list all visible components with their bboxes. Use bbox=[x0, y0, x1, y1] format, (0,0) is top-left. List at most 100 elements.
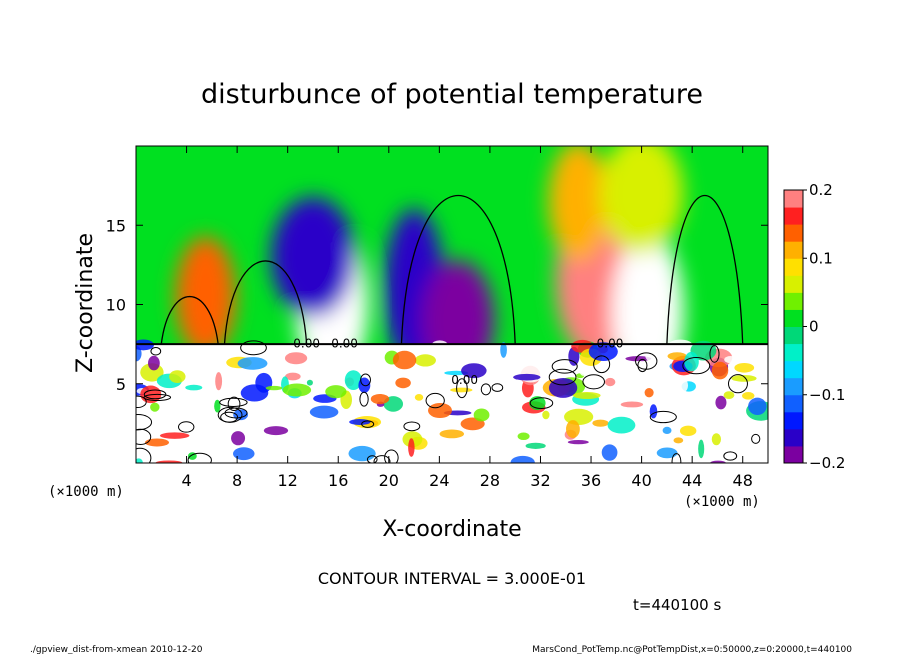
field-cell bbox=[566, 420, 580, 438]
field-cell bbox=[473, 408, 490, 422]
colorbar-tick-label: 0.2 bbox=[809, 181, 833, 199]
contour-interval: CONTOUR INTERVAL = 3.000E-01 bbox=[318, 569, 586, 588]
field-cell bbox=[673, 437, 684, 444]
colorbar-tick-label: −0.2 bbox=[809, 454, 845, 472]
field-cell bbox=[748, 397, 767, 416]
field-cell bbox=[588, 342, 618, 362]
colorbar-swatch bbox=[784, 411, 803, 430]
contour-line bbox=[480, 383, 492, 396]
y-tick-label: 15 bbox=[106, 216, 126, 235]
colorbar-tick-label: 0.1 bbox=[809, 249, 833, 267]
field-cell bbox=[667, 352, 687, 361]
contour-line bbox=[456, 378, 468, 399]
footer-right: MarsCond_PotTemp.nc@PotTempDist,x=0:5000… bbox=[532, 645, 852, 654]
field-cell bbox=[510, 455, 535, 463]
contour-line bbox=[373, 455, 391, 463]
field-cell bbox=[150, 402, 160, 412]
contour-line bbox=[491, 383, 504, 392]
field-anomaly bbox=[599, 146, 684, 254]
field-cell bbox=[214, 399, 221, 413]
contour-label: 0.00 bbox=[597, 336, 624, 350]
x-tick-label: 16 bbox=[328, 471, 348, 490]
colorbar-tick-label: 0 bbox=[809, 318, 819, 336]
field-anomaly bbox=[548, 146, 609, 262]
colorbar-swatch bbox=[784, 275, 803, 293]
chart-title: disturbunce of potential temperature bbox=[201, 79, 703, 110]
field-cell bbox=[284, 352, 308, 365]
field-cell bbox=[573, 392, 601, 399]
field-cell bbox=[674, 377, 689, 394]
x-tick-label: 48 bbox=[733, 471, 753, 490]
contour-line bbox=[637, 358, 648, 373]
x-tick-label: 36 bbox=[581, 471, 601, 490]
contour-line bbox=[227, 396, 241, 412]
field-cell bbox=[169, 370, 186, 383]
y-axis-label: Z-coordinate bbox=[73, 233, 98, 373]
colorbar-swatch bbox=[784, 241, 803, 259]
contour-line bbox=[366, 455, 378, 463]
field-cell bbox=[731, 375, 757, 382]
field-cell bbox=[710, 460, 726, 463]
field-cell bbox=[731, 345, 740, 354]
field-cell bbox=[548, 377, 578, 398]
contour-line bbox=[136, 447, 152, 463]
contour-line bbox=[219, 397, 248, 407]
colorbar-swatch bbox=[784, 343, 803, 362]
x-tick-label: 40 bbox=[631, 471, 651, 490]
colorbar-swatch bbox=[784, 360, 803, 379]
colorbar-swatch bbox=[784, 207, 803, 225]
contour-line bbox=[360, 373, 371, 387]
colorbar-swatch bbox=[784, 394, 803, 413]
field-cell bbox=[329, 423, 345, 434]
field-cell bbox=[524, 349, 553, 357]
plot-area: 0.00 0.00 0.000.00 4 8 12 16 20 24 28 32 36 40 44 48 … bbox=[106, 145, 769, 490]
x-tick-label: 8 bbox=[232, 471, 242, 490]
field-cell bbox=[285, 372, 301, 381]
field-cell bbox=[723, 391, 735, 400]
x-tick-label: 24 bbox=[429, 471, 449, 490]
field-cell bbox=[734, 363, 755, 373]
field-cell bbox=[370, 393, 390, 405]
field-cell bbox=[715, 395, 727, 410]
contour-line bbox=[551, 359, 578, 374]
contour-line bbox=[709, 345, 720, 363]
field-cell bbox=[679, 425, 697, 436]
contour-line bbox=[150, 346, 162, 356]
field-cell bbox=[136, 458, 143, 463]
contour-line bbox=[425, 392, 445, 409]
field-cell bbox=[450, 387, 473, 393]
x-tick-label: 28 bbox=[480, 471, 500, 490]
contour-line bbox=[582, 374, 605, 390]
field-cell bbox=[263, 426, 289, 436]
contour-line bbox=[728, 374, 748, 394]
field-cell bbox=[684, 351, 699, 372]
contour-line bbox=[361, 420, 375, 428]
field-anomaly bbox=[175, 236, 236, 357]
field-cell bbox=[414, 354, 436, 367]
contour-line bbox=[723, 451, 738, 461]
time-label: t=440100 s bbox=[633, 596, 721, 614]
contour-line bbox=[403, 421, 421, 432]
field-cell bbox=[306, 379, 313, 386]
field-cell bbox=[698, 439, 705, 459]
field-cell bbox=[656, 447, 678, 459]
field-cell bbox=[392, 350, 417, 370]
contour-line bbox=[666, 194, 744, 345]
field-anomaly bbox=[270, 196, 355, 317]
colorbar-swatch bbox=[784, 258, 803, 276]
field-cell bbox=[461, 363, 487, 379]
contour-line bbox=[384, 449, 399, 463]
field-cell bbox=[567, 440, 589, 445]
colorbar-swatch bbox=[784, 445, 803, 464]
contour-line bbox=[359, 391, 369, 407]
contour-line bbox=[649, 410, 677, 424]
footer-left: ./gpview_dist-from-xmean 2010-12-20 bbox=[30, 645, 203, 654]
field-cell bbox=[500, 342, 507, 358]
contour-line bbox=[223, 260, 308, 345]
field-cell bbox=[408, 403, 429, 420]
field-cell bbox=[309, 405, 339, 419]
field-cell bbox=[578, 362, 588, 376]
field-cell bbox=[148, 355, 160, 371]
contour-line bbox=[593, 355, 611, 374]
